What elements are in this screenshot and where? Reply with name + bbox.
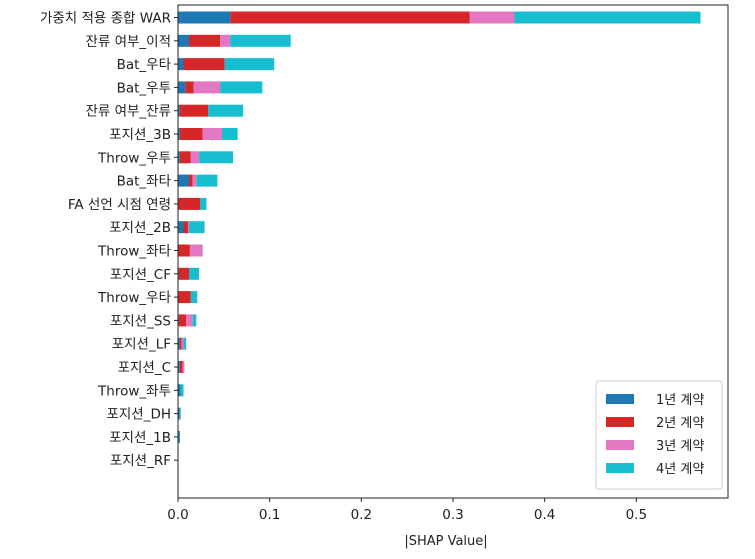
- bar-segment-series-2: [178, 314, 187, 327]
- bar-segment-series-2: [179, 128, 203, 140]
- y-tick-label: 포지션_LF: [112, 337, 171, 353]
- bar-segment-series-1: [178, 128, 180, 140]
- bar-segment-series-1: [178, 174, 189, 187]
- legend-swatch: [606, 394, 634, 404]
- y-tick-label: 포지션_C: [118, 360, 171, 376]
- bar-segment-series-3: [190, 151, 200, 164]
- bar-segment-series-4: [514, 11, 701, 24]
- y-tick-label: Throw_우타: [97, 290, 172, 306]
- legend-label: 2년 계약: [656, 416, 704, 431]
- legend-box: [595, 380, 723, 490]
- y-tick-label: Throw_우투: [97, 150, 171, 166]
- bar-segment-series-1: [178, 384, 181, 397]
- bar-segment-series-1: [178, 81, 186, 94]
- x-tick-label: 0.3: [442, 507, 463, 523]
- bar-segment-series-2: [178, 197, 200, 210]
- x-tick-labels: 0.0 0.1 0.2 0.3 0.4 0.5: [167, 498, 647, 523]
- y-tick-label: Bat_우타: [117, 57, 172, 73]
- bar-segment-series-1: [178, 104, 180, 117]
- legend-swatch: [606, 463, 634, 473]
- bar-segment-series-3: [189, 244, 203, 257]
- bar-segment-series-2: [179, 361, 183, 373]
- bar-segment-series-4: [189, 221, 205, 234]
- bar-segment-series-4: [192, 314, 197, 327]
- bar-segment-series-2: [179, 337, 182, 350]
- bar-segment-series-1: [178, 221, 184, 234]
- x-tick-label: 0.4: [534, 507, 555, 523]
- bar-segment-series-3: [469, 11, 515, 24]
- bar-segment-series-3: [193, 81, 221, 94]
- bar-segment-series-4: [189, 267, 200, 280]
- bars-layer: [178, 11, 701, 443]
- y-tick-label: FA 선언 시점 연령: [68, 197, 171, 213]
- legend-swatch: [606, 417, 634, 427]
- legend-label: 4년 계약: [656, 462, 704, 477]
- bar-segment-series-4: [179, 407, 181, 420]
- bar-segment-series-2: [189, 174, 193, 187]
- y-tick-label: 포지션_2B: [109, 220, 171, 236]
- y-tick-label: 잔류 여부_이적: [85, 34, 171, 50]
- bar-segment-series-4: [199, 151, 233, 164]
- x-axis-label: |SHAP Value|: [404, 534, 487, 549]
- legend-label: 1년 계약: [656, 393, 704, 408]
- x-tick-label: 0.2: [351, 507, 372, 523]
- bar-segment-series-1: [178, 34, 189, 47]
- x-tick-label: 0.5: [626, 507, 647, 523]
- bar-segment-series-4: [196, 174, 218, 187]
- y-tick-label: 포지션_1B: [109, 430, 171, 446]
- y-tick-label: Bat_좌타: [117, 174, 172, 190]
- y-tick-label: Throw_좌투: [97, 383, 171, 399]
- bar-segment-series-2: [178, 244, 190, 257]
- bar-segment-series-1: [178, 11, 231, 24]
- y-tick-label: 포지션_SS: [110, 313, 171, 329]
- bar-segment-series-1: [178, 58, 184, 71]
- y-tick-label: 포지션_DH: [106, 407, 171, 423]
- bar-segment-series-4: [230, 34, 291, 47]
- y-tick-label: 잔류 여부_잔류: [85, 104, 171, 120]
- legend: 1년 계약 2년 계약 3년 계약 4년 계약: [595, 380, 723, 490]
- plot-frame: [177, 4, 729, 499]
- bar-segment-series-2: [178, 291, 191, 304]
- bar-segment-series-3: [186, 314, 193, 327]
- y-tick-label: 포지션_CF: [110, 267, 171, 283]
- bar-segment-series-4: [183, 337, 187, 350]
- bar-segment-series-1: [178, 337, 180, 350]
- bar-segment-series-1: [178, 407, 180, 420]
- bar-segment-series-4: [180, 384, 184, 397]
- legend-label: 3년 계약: [656, 439, 704, 454]
- bar-segment-series-2: [185, 81, 194, 94]
- bar-segment-series-4: [220, 81, 263, 94]
- bar-segment-series-1: [178, 361, 180, 373]
- bar-segment-series-3: [192, 174, 197, 187]
- bar-segment-series-2: [179, 104, 209, 117]
- bar-segment-series-3: [202, 128, 222, 140]
- bar-segment-series-4: [208, 104, 244, 117]
- bar-segment-series-4: [224, 58, 275, 71]
- y-tick-label: 가중치 적용 종합 WAR: [40, 11, 171, 27]
- bar-segment-series-1: [178, 151, 180, 164]
- bar-segment-series-3: [182, 361, 185, 373]
- bar-segment-series-2: [183, 221, 189, 234]
- y-tick-label: Throw_좌타: [97, 244, 172, 260]
- bar-segment-series-3: [220, 34, 231, 47]
- bar-segment-series-4: [222, 128, 238, 140]
- y-tick-label: 포지션_3B: [109, 127, 171, 143]
- x-tick-label: 0.1: [259, 507, 280, 523]
- bar-segment-series-2: [183, 58, 225, 71]
- bar-segment-series-3: [188, 221, 189, 234]
- bar-segment-series-2: [189, 34, 221, 47]
- bar-segment-series-2: [178, 267, 189, 280]
- bar-segment-series-1: [178, 430, 180, 443]
- bar-segment-series-4: [190, 291, 198, 304]
- y-tick-label: Bat_우투: [117, 80, 171, 96]
- legend-swatch: [606, 440, 634, 450]
- y-tick-label: 포지션_RF: [110, 453, 171, 469]
- x-tick-label: 0.0: [167, 507, 188, 523]
- bar-segment-series-3: [181, 337, 184, 350]
- bar-segment-series-2: [179, 151, 191, 164]
- bar-segment-series-2: [230, 11, 470, 24]
- bar-segment-series-4: [200, 197, 207, 210]
